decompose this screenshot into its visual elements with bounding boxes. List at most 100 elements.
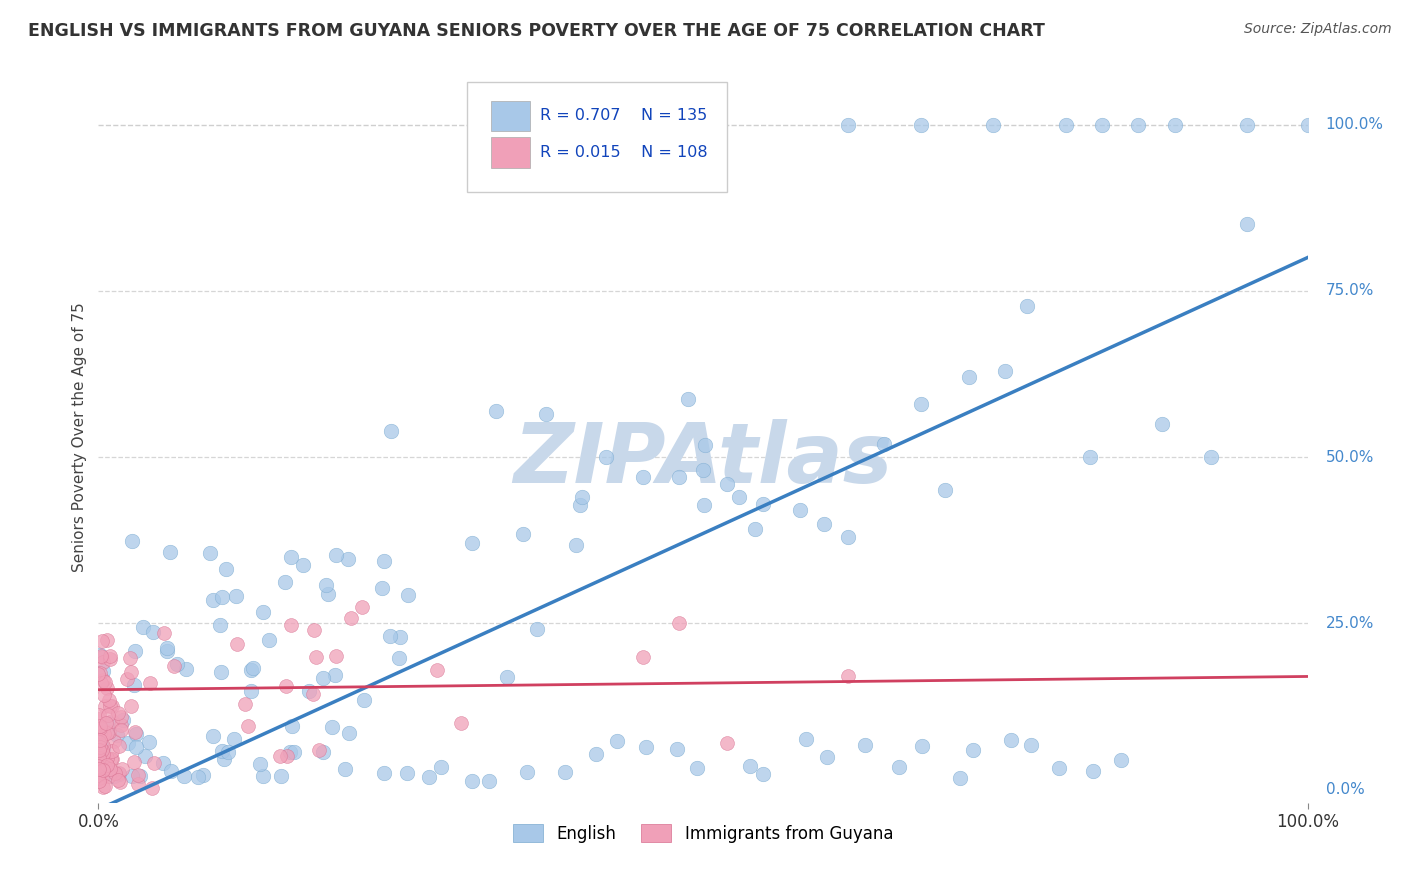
Text: 0.0%: 0.0% [1326,782,1364,797]
Point [93,741,115,756]
Point [198,546,221,560]
Point [104,766,127,780]
Point [132,619,155,633]
Point [1083,764,1105,778]
Point [478,774,501,789]
Point [96,716,118,731]
Point [209,618,232,632]
Point [159,545,181,559]
Point [283,745,305,759]
Point [305,649,328,664]
Point [160,764,183,778]
Point [239,663,262,677]
Point [1128,118,1150,132]
Point [152,756,174,770]
Point [388,650,411,665]
Point [94,699,117,714]
Point [120,651,142,665]
Point [396,588,419,602]
Point [311,671,333,685]
Point [93,688,115,702]
Point [142,756,165,771]
Point [1236,217,1258,231]
Point [110,710,132,724]
Point [853,738,876,752]
Point [396,765,419,780]
Point [120,665,142,680]
Point [111,713,134,727]
Point [740,759,762,773]
Point [94,675,117,690]
Point [693,498,716,512]
Point [252,769,274,783]
Point [666,742,689,756]
Point [108,765,131,780]
Point [373,766,395,780]
Point [252,605,274,619]
Point [225,589,247,603]
Point [496,670,519,684]
Point [269,749,291,764]
Point [515,765,537,780]
Point [340,611,363,625]
Point [91,747,114,761]
Point [1199,450,1222,464]
FancyBboxPatch shape [492,101,530,131]
Point [292,558,315,572]
Point [107,706,129,721]
Point [565,538,588,552]
Point [910,397,932,411]
Point [281,718,304,732]
Point [90,770,112,784]
Point [89,712,111,726]
Point [352,599,374,614]
Point [87,753,110,767]
Point [678,392,700,406]
Point [87,743,110,757]
Point [426,663,449,677]
Text: Source: ZipAtlas.com: Source: ZipAtlas.com [1244,22,1392,37]
Point [87,771,110,785]
Point [1015,299,1038,313]
Point [89,649,111,664]
FancyBboxPatch shape [467,82,727,192]
Point [89,648,111,663]
Point [174,662,197,676]
Point [668,470,690,484]
Point [98,652,121,666]
Point [337,552,360,566]
Point [91,665,114,679]
Point [90,743,112,757]
Point [568,498,591,512]
Y-axis label: Seniors Poverty Over the Age of 75: Seniors Poverty Over the Age of 75 [72,302,87,572]
Text: 75.0%: 75.0% [1326,284,1374,298]
Point [460,535,482,549]
Point [211,744,233,758]
Point [89,732,111,747]
Point [606,734,628,748]
Point [97,707,120,722]
Point [87,761,110,775]
Point [1054,118,1077,132]
Point [141,781,163,796]
Point [127,777,149,791]
Point [98,762,121,776]
Point [89,719,111,733]
Point [526,622,548,636]
Point [957,370,980,384]
Point [173,769,195,783]
Point [1078,450,1101,464]
Point [107,773,129,788]
Point [89,725,111,739]
Point [239,683,262,698]
Point [134,748,156,763]
Point [280,550,302,565]
Point [233,697,256,711]
Point [187,770,209,784]
Text: 50.0%: 50.0% [1326,450,1374,465]
Point [460,774,482,789]
Point [981,118,1004,132]
Point [934,483,956,498]
Point [316,587,339,601]
Point [100,752,122,766]
